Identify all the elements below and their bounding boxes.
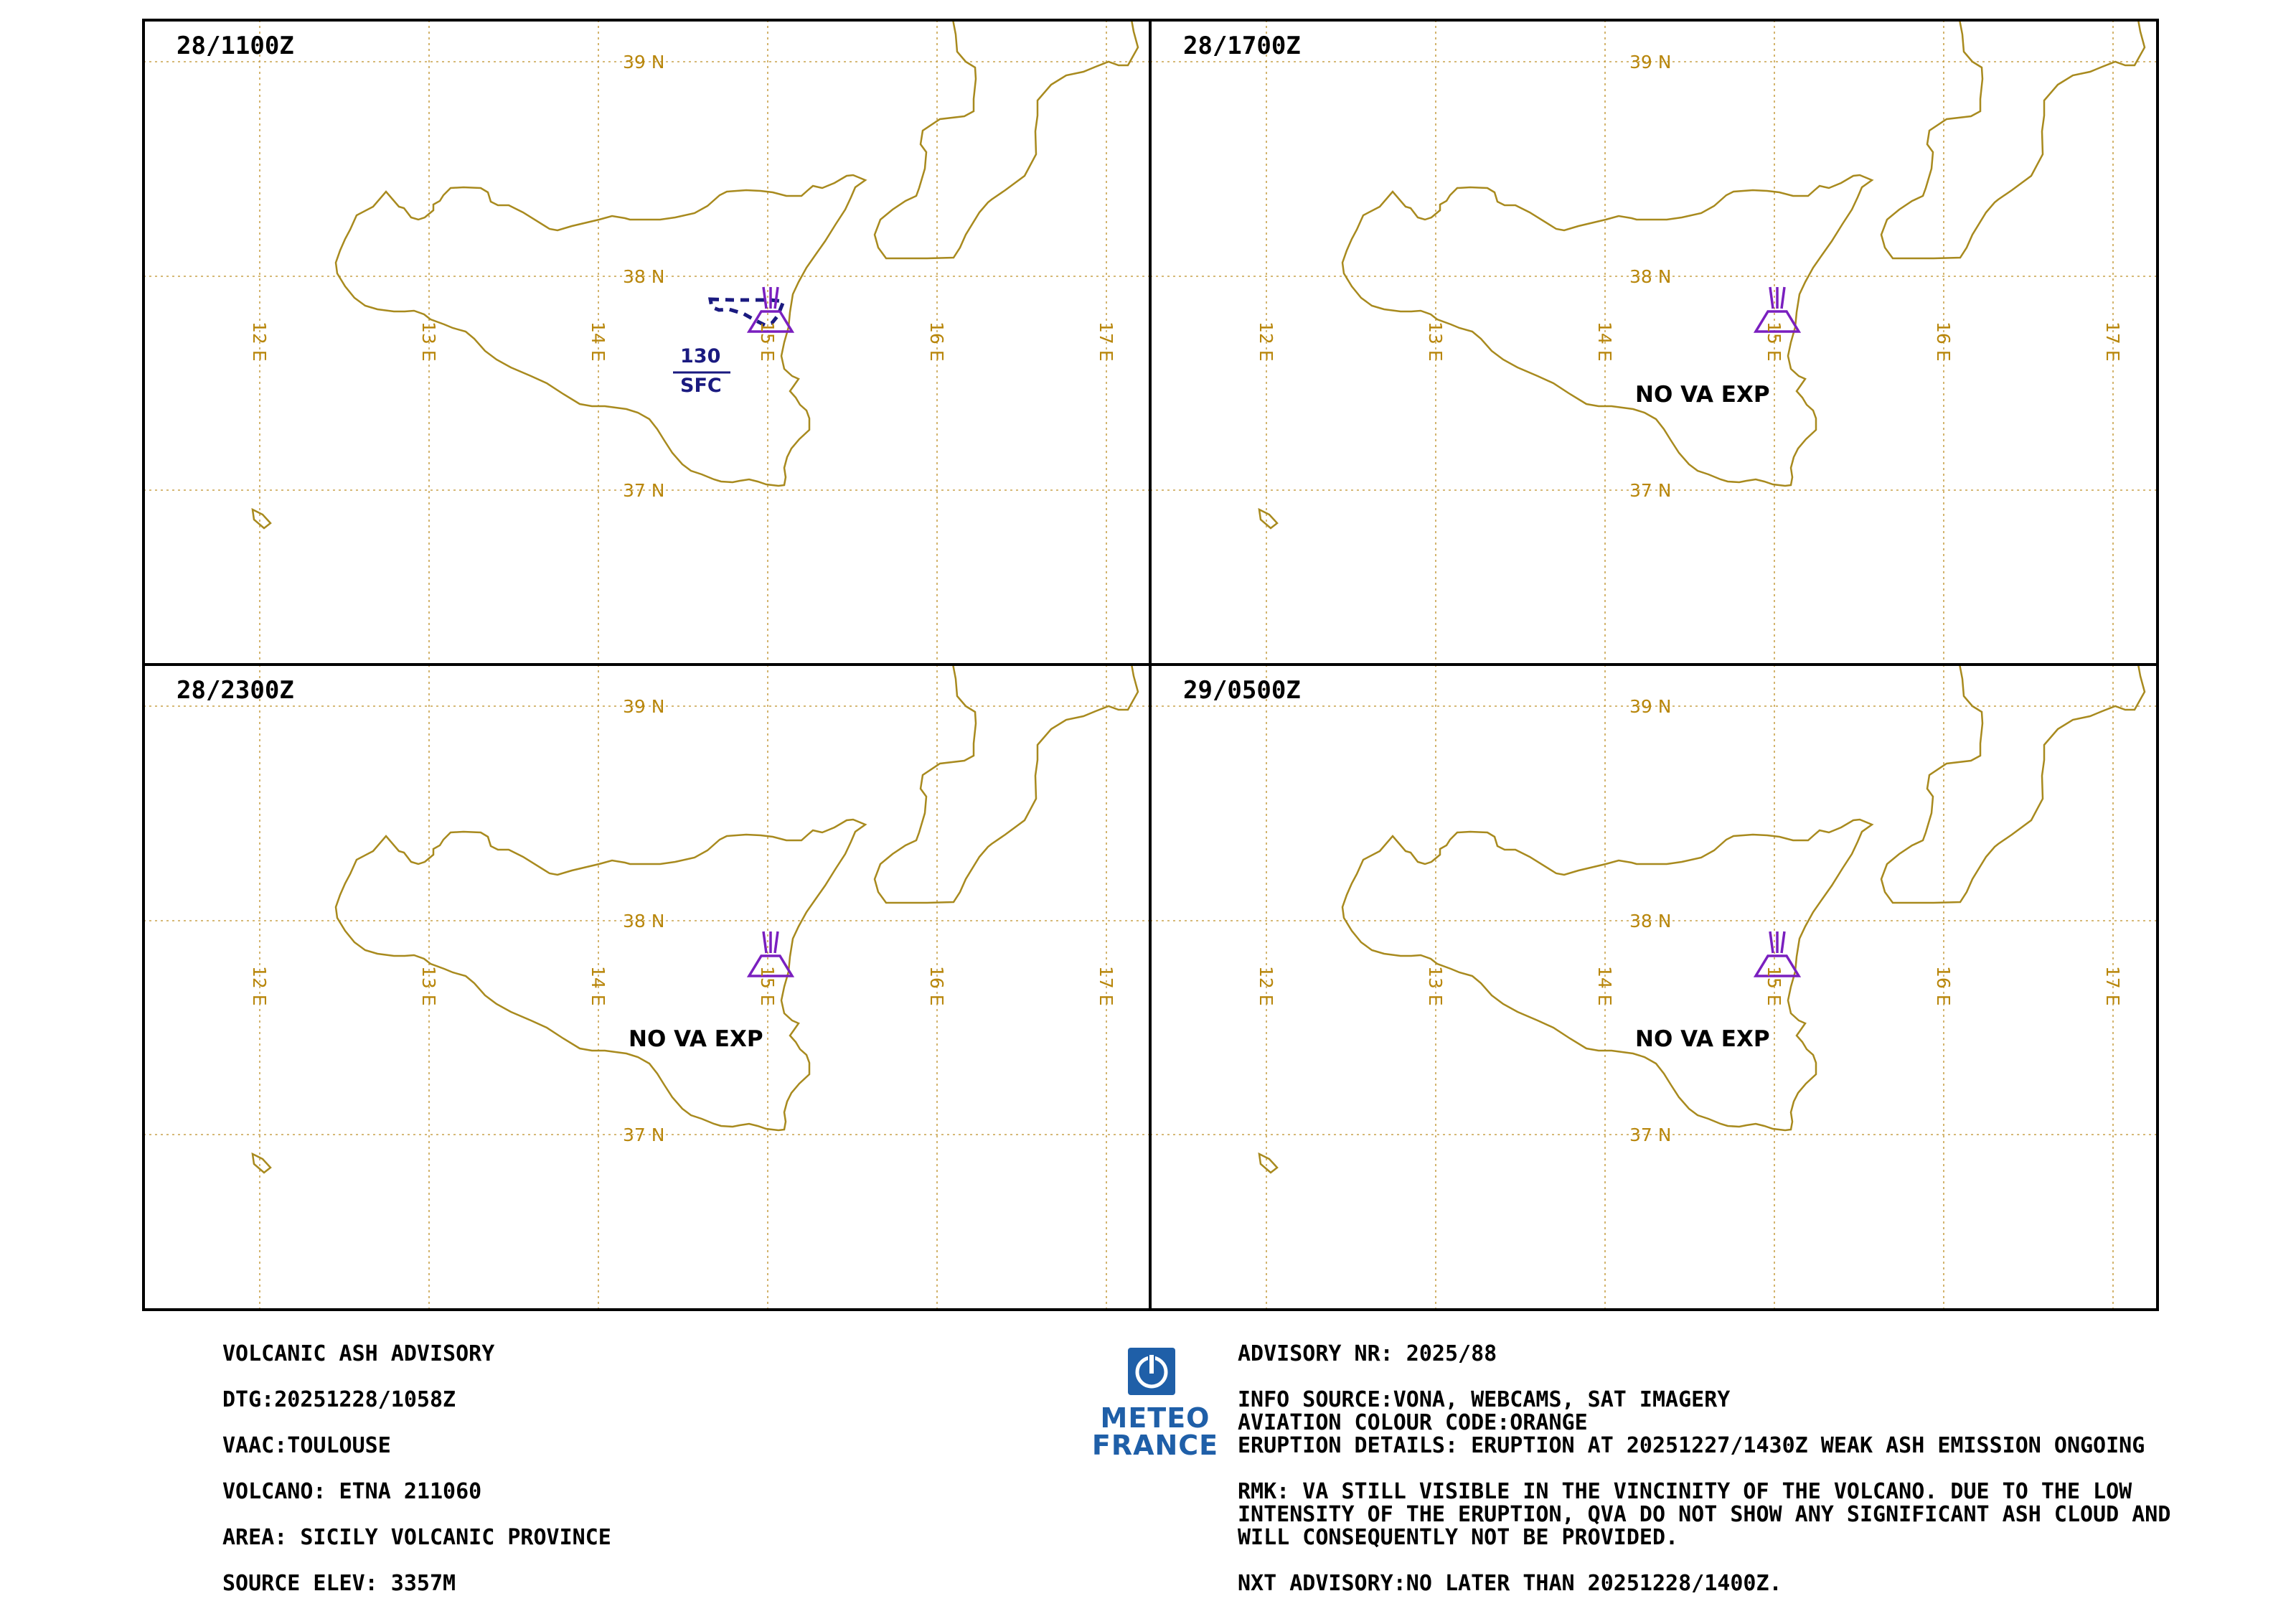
longitude-label: 12 E	[249, 966, 270, 1006]
logo-mark-icon	[1128, 1348, 1175, 1395]
panel-time-label: 28/2300Z	[177, 676, 294, 705]
longitude-label: 16 E	[1933, 321, 1954, 362]
advisory-number: ADVISORY NR: 2025/88	[1238, 1341, 1497, 1366]
calabria-coastline	[1880, 20, 2146, 260]
longitude-label: 13 E	[418, 321, 439, 362]
longitude-label: 12 E	[1256, 321, 1276, 362]
advisory-info-source: INFO SOURCE:VONA, WEBCAMS, SAT IMAGERY	[1238, 1387, 1731, 1412]
longitude-label: 15 E	[1764, 966, 1784, 1006]
longitude-label: 16 E	[1933, 966, 1954, 1006]
longitude-label: 12 E	[1256, 966, 1276, 1006]
advisory-dtg: DTG:20251228/1058Z	[222, 1387, 456, 1412]
longitude-label: 15 E	[1764, 321, 1784, 362]
no-va-expected-label: NO VA EXP	[1635, 382, 1770, 408]
longitude-label: 17 E	[2102, 321, 2123, 362]
longitude-label: 17 E	[1096, 966, 1116, 1006]
volcano-icon	[746, 286, 795, 333]
advisory-title: VOLCANIC ASH ADVISORY	[222, 1341, 495, 1366]
no-va-expected-label: NO VA EXP	[629, 1026, 763, 1052]
latitude-label: 37 N	[623, 1125, 665, 1145]
longitude-label: 13 E	[1425, 966, 1446, 1006]
advisory-colour-code: AVIATION COLOUR CODE:ORANGE	[1238, 1410, 1588, 1435]
logo-word-france: FRANCE	[1091, 1430, 1219, 1461]
island-coastline	[251, 507, 272, 530]
meteo-france-logo: METEO FRANCE	[1091, 1348, 1220, 1463]
panel-time-label: 28/1100Z	[177, 32, 294, 60]
sicily-coastline	[1341, 818, 1874, 1132]
latitude-label: 37 N	[623, 480, 665, 501]
latitude-label: 39 N	[623, 52, 665, 72]
longitude-label: 12 E	[249, 321, 270, 362]
latitude-label: 39 N	[1629, 52, 1672, 72]
calabria-coastline	[1880, 665, 2146, 904]
volcano-icon	[746, 931, 795, 977]
latitude-label: 38 N	[623, 911, 665, 931]
advisory-source-elev: SOURCE ELEV: 3357M	[222, 1571, 456, 1596]
longitude-label: 14 E	[588, 966, 608, 1006]
island-coastline	[1258, 1152, 1279, 1174]
advisory-remark-line-1: RMK: VA STILL VISIBLE IN THE VINCINITY O…	[1238, 1479, 2132, 1504]
longitude-label: 15 E	[757, 966, 778, 1006]
ash-cloud-outline	[707, 297, 786, 327]
island-coastline	[251, 1152, 272, 1174]
longitude-label: 16 E	[926, 966, 947, 1006]
longitude-label: 17 E	[2102, 966, 2123, 1006]
panel-time-label: 28/1700Z	[1183, 32, 1301, 60]
longitude-label: 16 E	[926, 321, 947, 362]
sicily-coastline	[334, 174, 867, 487]
advisory-remark-line-2: INTENSITY OF THE ERUPTION, QVA DO NOT SH…	[1238, 1502, 2171, 1527]
ash-cloud-base-label: SFC	[680, 375, 722, 397]
map-panel-3	[144, 665, 1150, 1310]
ash-cloud-top-label: 130	[680, 345, 721, 367]
calabria-coastline	[873, 20, 1139, 260]
longitude-label: 17 E	[1096, 321, 1116, 362]
longitude-label: 15 E	[757, 321, 778, 362]
panel-time-label: 29/0500Z	[1183, 676, 1301, 705]
latitude-label: 38 N	[623, 266, 665, 287]
longitude-label: 13 E	[1425, 321, 1446, 362]
advisory-remark-line-3: WILL CONSEQUENTLY NOT BE PROVIDED.	[1238, 1525, 1679, 1550]
latitude-label: 37 N	[1629, 1125, 1672, 1145]
advisory-area: AREA: SICILY VOLCANIC PROVINCE	[222, 1525, 611, 1550]
longitude-label: 14 E	[588, 321, 608, 362]
logo-word-meteo: METEO	[1100, 1402, 1210, 1434]
longitude-label: 14 E	[1594, 321, 1615, 362]
volcano-icon	[1753, 286, 1802, 333]
advisory-volcano: VOLCANO: ETNA 211060	[222, 1479, 482, 1504]
latitude-label: 39 N	[1629, 696, 1672, 717]
map-panel-2	[1150, 20, 2158, 665]
longitude-label: 14 E	[1594, 966, 1615, 1006]
advisory-vaac: VAAC:TOULOUSE	[222, 1433, 391, 1458]
map-panel-1	[144, 20, 1150, 665]
calabria-coastline	[873, 665, 1139, 904]
latitude-label: 39 N	[623, 696, 665, 717]
map-panel-4	[1150, 665, 2158, 1310]
longitude-label: 13 E	[418, 966, 439, 1006]
latitude-label: 37 N	[1629, 480, 1672, 501]
advisory-eruption-details: ERUPTION DETAILS: ERUPTION AT 20251227/1…	[1238, 1433, 2145, 1458]
latitude-label: 38 N	[1629, 911, 1672, 931]
latitude-label: 38 N	[1629, 266, 1672, 287]
no-va-expected-label: NO VA EXP	[1635, 1026, 1770, 1052]
advisory-next: NXT ADVISORY:NO LATER THAN 20251228/1400…	[1238, 1571, 1782, 1596]
sicily-coastline	[334, 818, 867, 1132]
island-coastline	[1258, 507, 1279, 530]
sicily-coastline	[1341, 174, 1874, 487]
volcano-icon	[1753, 931, 1802, 977]
